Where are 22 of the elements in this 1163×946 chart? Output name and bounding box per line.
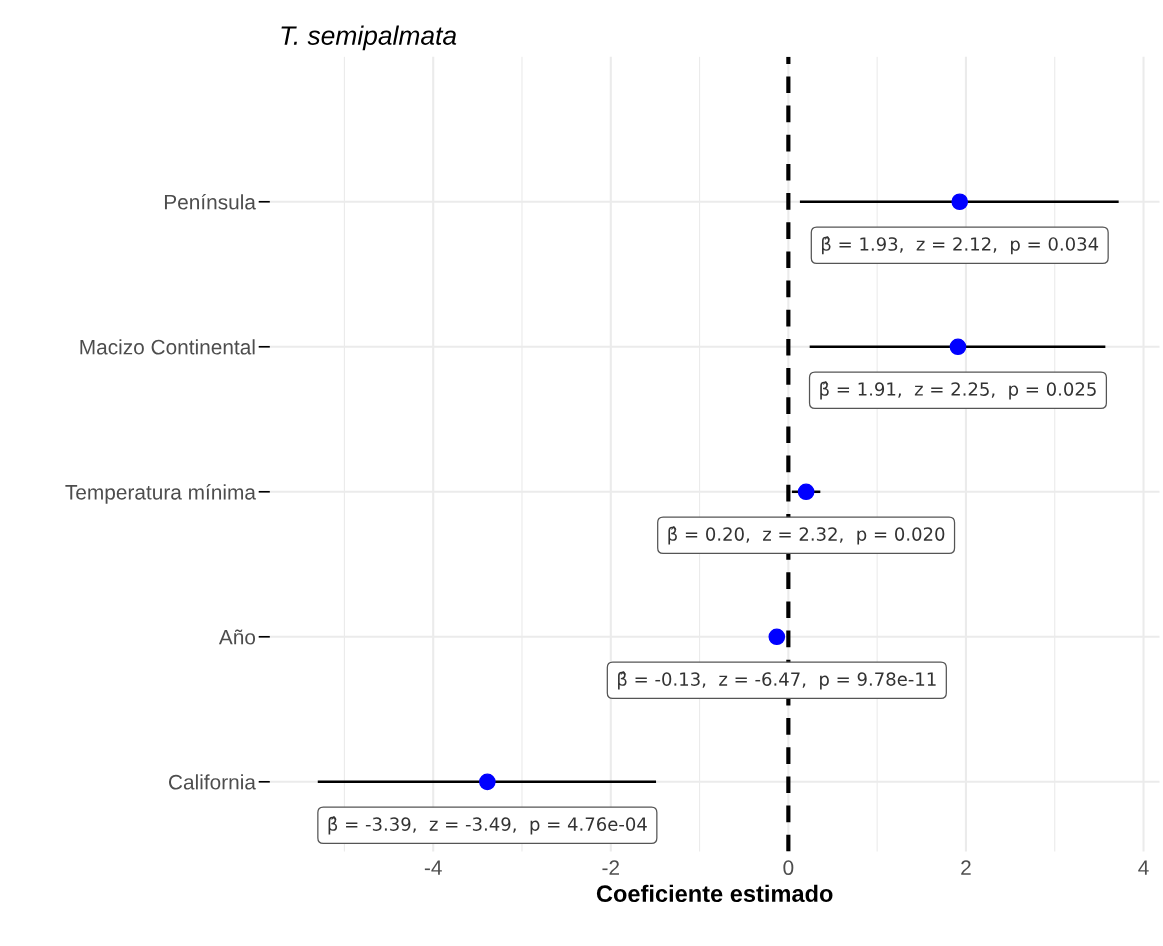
x-tick-label: -4 xyxy=(424,860,442,875)
annotation: β̂ = 1.93, z = 2.12, p = 0.034 xyxy=(822,236,1099,255)
point xyxy=(768,628,786,646)
x-tick-label: 0 xyxy=(783,860,794,876)
point xyxy=(951,193,969,211)
y-tick-label: Año xyxy=(218,629,256,645)
point xyxy=(479,773,496,791)
x-tick-label: 2 xyxy=(961,860,971,875)
point xyxy=(797,483,815,501)
annotation: β̂ = 0.20, z = 2.32, p = 0.020 xyxy=(668,526,945,545)
y-tick-label: California xyxy=(168,774,256,790)
x-axis-title: Coeficiente estimado xyxy=(596,884,833,903)
x-tick-label: 4 xyxy=(1138,860,1149,875)
y-tick-label: Temperatura mínima xyxy=(65,484,256,504)
chart-title: T. semipalmata xyxy=(281,25,457,51)
y-tick-label: Macizo Continental xyxy=(80,339,255,355)
point xyxy=(949,338,967,356)
x-tick-label: -2 xyxy=(602,860,619,875)
annotation: β̂ = -3.39, z = -3.49, p = 4.76e-04 xyxy=(328,816,647,835)
annotation: β̂ = -0.13, z = -6.47, p = 9.78e-11 xyxy=(618,671,936,690)
annotation: β̂ = 1.91, z = 2.25, p = 0.025 xyxy=(820,381,1096,400)
y-tick-label: Península xyxy=(164,193,256,210)
